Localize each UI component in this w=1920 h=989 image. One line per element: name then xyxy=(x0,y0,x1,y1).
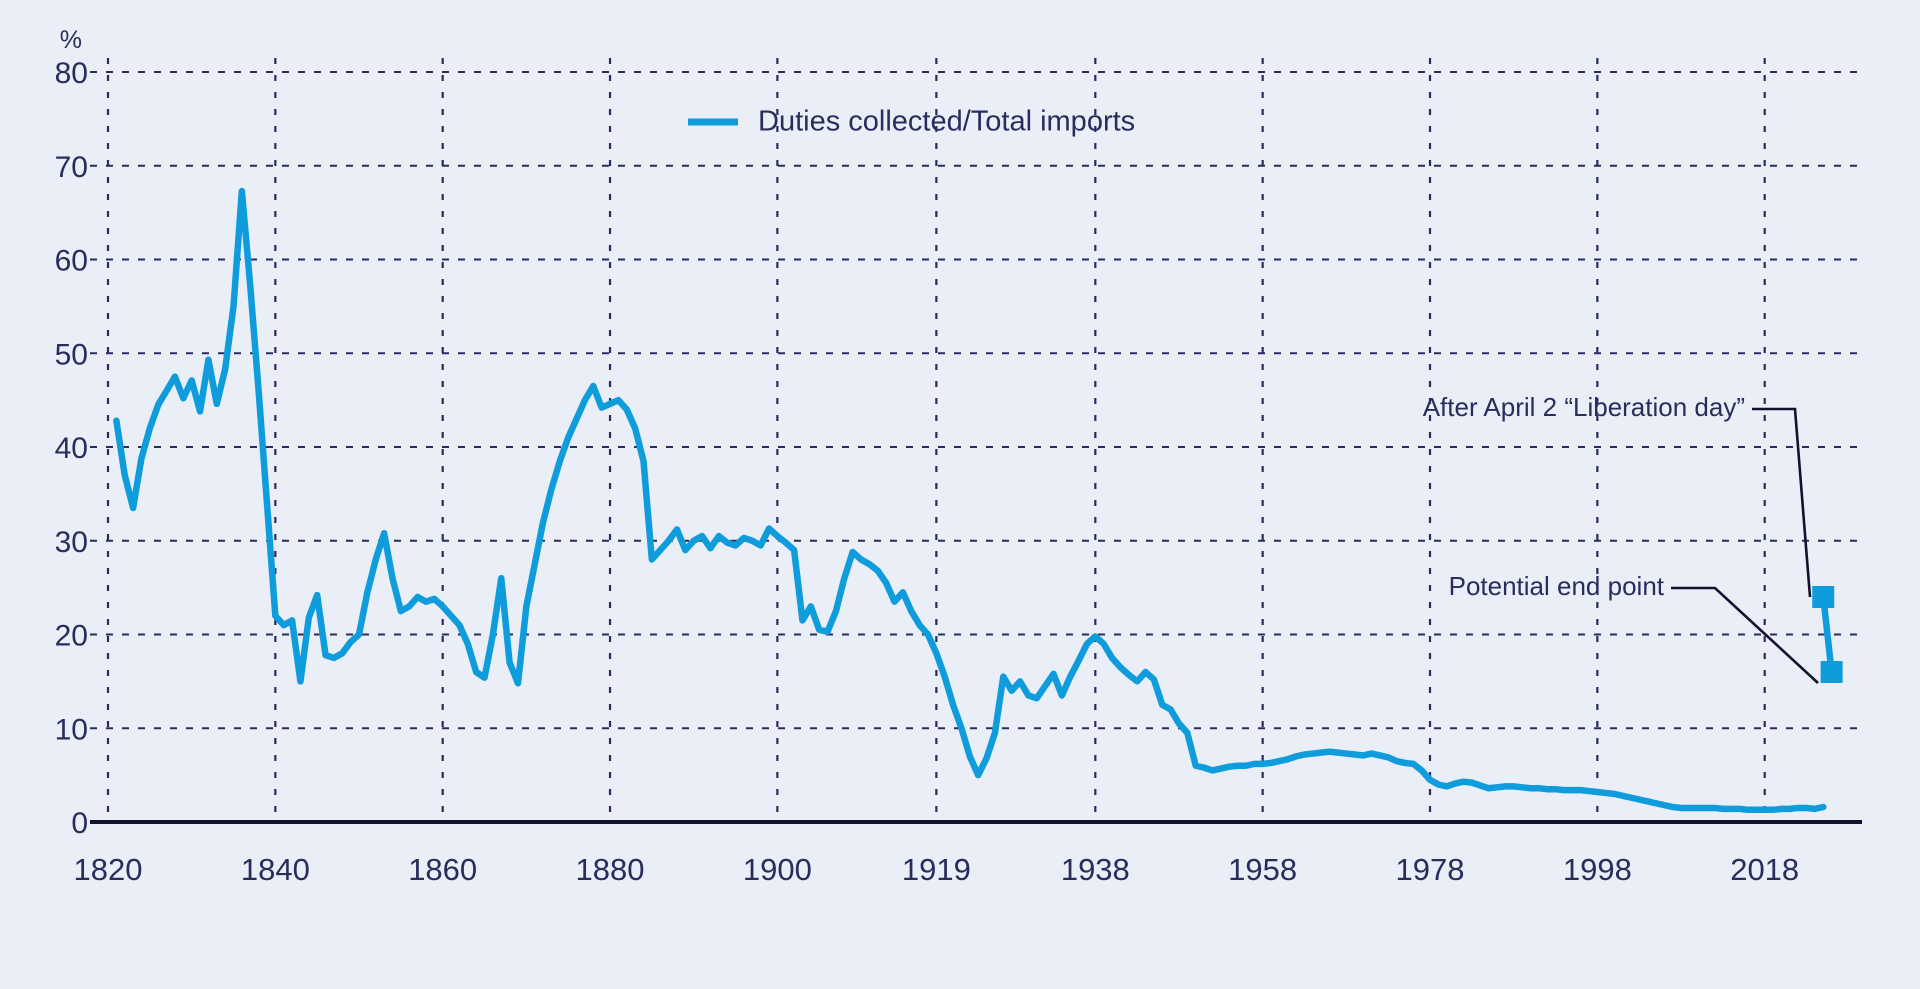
end-point-markers xyxy=(1812,586,1843,683)
y-axis-tick-label: 10 xyxy=(55,713,88,746)
x-axis-tick-label: 1938 xyxy=(1061,852,1130,887)
y-axis-tick-label: 70 xyxy=(55,151,88,184)
end-marker-potential-end-point xyxy=(1820,661,1843,683)
x-axis-tick-label: 1958 xyxy=(1228,852,1297,887)
x-axis-tick-label: 2018 xyxy=(1730,852,1799,887)
end-marker-liberation-day xyxy=(1812,586,1835,608)
x-axis-tick-label: 1820 xyxy=(74,852,143,887)
x-axis-tick-label: 1860 xyxy=(408,852,477,887)
annotation-label-liberation-day: After April 2 “Liberation day” xyxy=(1423,392,1745,422)
y-axis-tick-label: 20 xyxy=(55,620,88,653)
x-axis-tick-label: 1900 xyxy=(743,852,812,887)
annotation-callouts: After April 2 “Liberation day” Potential… xyxy=(1423,392,1819,684)
legend: Duties collected/Total imports xyxy=(688,106,1135,138)
series-line-0 xyxy=(113,187,1827,814)
y-axis-tick-label: 80 xyxy=(55,57,88,90)
y-axis-tick-label: 30 xyxy=(55,526,88,559)
y-axis-unit-label: % xyxy=(60,26,82,54)
x-axis-tick-label: 1840 xyxy=(241,852,310,887)
leader-line-potential-end-point xyxy=(1671,586,1819,684)
x-axis-tick-label: 1998 xyxy=(1563,852,1632,887)
x-axis-tick-label: 1919 xyxy=(902,852,971,887)
x-axis-tick-label: 1978 xyxy=(1396,852,1465,887)
marker-connector xyxy=(1820,596,1835,673)
y-axis-tick-label: 0 xyxy=(71,807,88,840)
series-paths xyxy=(113,187,1827,814)
leader-line-liberation-day xyxy=(1752,407,1812,598)
x-axis-tick-labels: 1820 1840 1860 1880 1900 1919 1938 1958 1978 1998… xyxy=(74,852,1800,887)
y-axis-tick-labels: 0 10 20 30 40 50 60 70 80 xyxy=(55,57,88,840)
y-axis-tick-label: 50 xyxy=(55,338,88,371)
y-axis-tick-label: 60 xyxy=(55,245,88,278)
legend-label-duties: Duties collected/Total imports xyxy=(758,106,1135,138)
annotation-label-potential-end-point: Potential end point xyxy=(1449,571,1665,601)
x-axis-tick-label: 1880 xyxy=(576,852,645,887)
y-axis-tick-label: 40 xyxy=(55,432,88,465)
